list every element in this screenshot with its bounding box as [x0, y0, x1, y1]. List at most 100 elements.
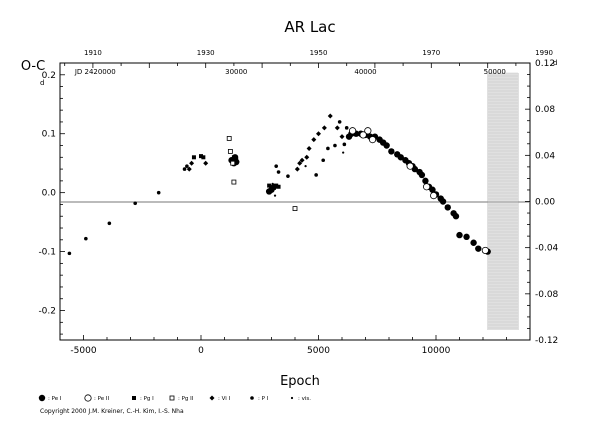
data-point: [475, 245, 482, 252]
data-point: [416, 168, 423, 176]
data-point: [321, 125, 327, 131]
data-point: [344, 126, 349, 130]
data-point: [304, 154, 310, 160]
data-point: [274, 183, 279, 188]
data-point: [326, 146, 330, 151]
data-point: [107, 221, 112, 226]
data-point: [276, 184, 281, 189]
data-point: [430, 192, 438, 200]
data-point: [314, 173, 318, 177]
y-tick-label: -0.1: [38, 248, 56, 258]
data-point: [422, 177, 429, 185]
data-point: [316, 131, 321, 137]
data-point: [203, 160, 209, 166]
right-tick-label: 0.00: [535, 198, 555, 208]
legend-label: : P I: [258, 396, 269, 402]
data-point: [231, 179, 237, 185]
data-point: [271, 185, 276, 190]
data-point: [359, 131, 367, 139]
data-point: [189, 160, 195, 166]
y-tick-label: 0.0: [42, 189, 57, 199]
top-jd-label: 50000: [484, 68, 506, 76]
data-point: [456, 231, 463, 239]
legend-marker: [38, 394, 46, 402]
data-point: [304, 165, 307, 168]
data-point: [199, 154, 203, 159]
data-point: [376, 136, 383, 143]
data-point: [84, 236, 88, 241]
data-point: [299, 157, 305, 163]
data-point: [470, 239, 477, 246]
top-year-label: 1990: [535, 49, 553, 57]
data-point: [276, 170, 281, 174]
top-year-label: 1910: [84, 49, 102, 57]
data-point: [450, 210, 457, 217]
data-point: [231, 155, 236, 160]
top-jd-label: 40000: [354, 68, 376, 76]
data-point: [334, 125, 340, 131]
legend-label: : Pe II: [94, 396, 109, 402]
data-point: [226, 136, 232, 141]
data-point: [273, 194, 277, 197]
data-point: [191, 155, 196, 160]
data-point: [234, 158, 239, 163]
y-axis-label: O-C: [21, 59, 45, 74]
legend-marker: [169, 395, 175, 401]
top-year-label: 1950: [310, 49, 328, 57]
chart-title: AR Lac: [284, 18, 335, 36]
legend: : Pe I: Pe II: Pg I: Pg II: Vi I: P I: v…: [38, 394, 311, 402]
top-year-label: 1930: [197, 49, 215, 57]
top-jd-prefix: JD 2420000: [74, 68, 116, 76]
data-point: [327, 113, 333, 119]
data-point: [444, 204, 451, 211]
y-tick-label: 0.1: [42, 130, 56, 140]
future-epoch-hatched-region: [487, 72, 519, 330]
right-tick-label: 0.08: [535, 105, 555, 115]
data-point: [342, 151, 345, 154]
legend-marker: [250, 396, 254, 400]
data-point: [364, 127, 372, 135]
data-point: [348, 127, 357, 135]
data-point: [67, 251, 72, 256]
data-point: [437, 195, 444, 202]
data-point: [345, 133, 353, 140]
data-point: [286, 174, 290, 178]
data-point: [394, 151, 401, 158]
data-point: [339, 134, 345, 140]
y-axis-unit: d: [40, 79, 44, 87]
legend-label: : Pg II: [178, 396, 194, 402]
legend-label: : vis.: [298, 396, 311, 402]
data-point: [406, 162, 414, 170]
data-point: [186, 166, 192, 172]
data-point: [463, 233, 470, 241]
legend-label: : Pe I: [48, 396, 62, 402]
data-point: [133, 201, 137, 206]
legend-marker: [132, 396, 136, 400]
data-point: [311, 137, 317, 143]
right-tick-label: 0.04: [535, 151, 555, 161]
copyright-note: Copyright 2000 J.M. Kreiner, C.-H. Kim, …: [40, 408, 184, 415]
legend-label: : Pg I: [140, 396, 154, 402]
data-point: [292, 206, 298, 211]
x-tick-label: 10000: [422, 346, 451, 356]
data-point: [227, 149, 233, 154]
data-point: [267, 183, 272, 188]
data-point: [402, 157, 409, 164]
axis-ticks: [59, 62, 531, 341]
x-axis-label: Epoch: [280, 374, 320, 389]
data-point: [230, 160, 236, 166]
x-tick-label: 0: [198, 346, 204, 356]
data-point: [201, 155, 206, 160]
right-axis-unit: d: [553, 59, 557, 67]
tick-labels: -5000 0 5000 10000 -0.2 -0.1 0.0 0.1 0.2 -0.12 -0.…: [38, 49, 558, 356]
data-point: [306, 145, 312, 151]
x-tick-label: -5000: [70, 346, 96, 356]
data-point: [185, 164, 189, 168]
data-point: [274, 164, 279, 168]
data-point: [182, 167, 187, 171]
data-point: [388, 148, 395, 155]
data-point: [321, 158, 326, 163]
legend-marker: [209, 395, 215, 401]
right-tick-label: -0.12: [535, 336, 558, 346]
